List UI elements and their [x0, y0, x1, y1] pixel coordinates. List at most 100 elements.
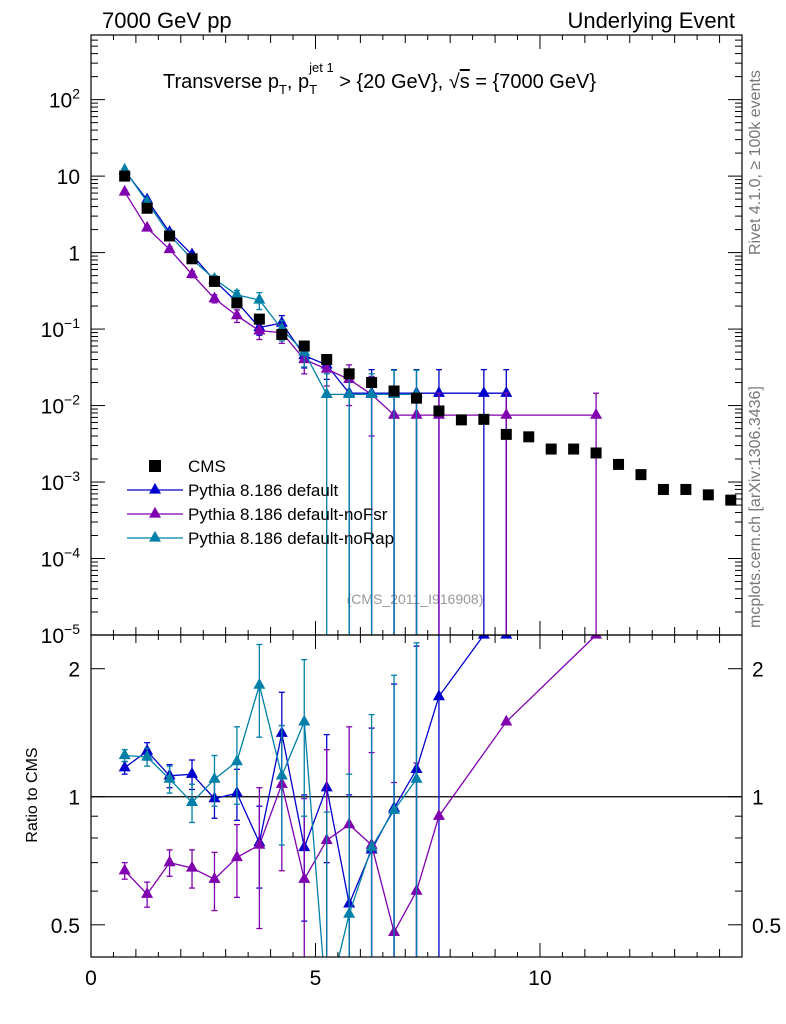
legend: CMS Pythia 8.186 default Pythia 8.186 defa… [127, 457, 394, 548]
legend-entry-4: Pythia 8.186 default-noRap [127, 529, 394, 548]
ratio-y-tick-label: 0.5 [51, 915, 80, 938]
ratio-point [163, 772, 176, 783]
data-point [590, 407, 603, 419]
axes-layer: 0 5 10 102 10 1 10−1 10−2 10−3 10−4 10−5 2 2 1 1 0.5 0.5 [41, 34, 781, 990]
chart-title: Transverse pT, pTjet 1 > {20 GeV}, √s = … [163, 60, 596, 97]
legend-label: Pythia 8.186 default-noRap [188, 529, 394, 548]
ratio-point [208, 772, 221, 783]
ratio-point [500, 635, 513, 639]
y-tick-label: 10−5 [41, 621, 81, 648]
ratio-point [410, 772, 423, 783]
legend-marker [149, 506, 161, 518]
data-point [321, 354, 333, 366]
x-tick-label: 5 [310, 967, 322, 990]
ratio-series-3 [118, 642, 423, 957]
data-point [365, 387, 378, 399]
data-point [186, 253, 198, 265]
data-point [276, 328, 288, 340]
ratio-point [141, 887, 154, 898]
ratio-point [590, 635, 603, 639]
legend-entry-3: Pythia 8.186 default-noFsr [127, 505, 388, 524]
ratio-point [118, 748, 131, 760]
data-point [455, 414, 467, 426]
ratio-point [253, 677, 266, 689]
sqrt-symbol: √ [449, 71, 460, 93]
ratio-point [432, 809, 445, 820]
ratio-point [365, 840, 378, 852]
data-point [141, 220, 154, 232]
data-point [208, 291, 221, 303]
y-tick-label: 102 [49, 86, 80, 113]
legend-label: Pythia 8.186 default-noFsr [188, 505, 388, 524]
ratio-point [141, 749, 154, 761]
header-right: Underlying Event [567, 8, 735, 33]
legend-entry-1: CMS [149, 457, 226, 476]
data-point [298, 340, 310, 352]
ratio-point [275, 768, 288, 780]
data-point [635, 469, 647, 481]
data-point [343, 387, 356, 399]
ratio-y-tick-label-right: 0.5 [752, 915, 781, 938]
legend-label: CMS [188, 457, 226, 476]
data-point [500, 407, 513, 419]
data-point [478, 413, 490, 425]
data-point [500, 428, 512, 440]
ratio-y-tick-label: 1 [68, 787, 80, 810]
data-point [119, 170, 131, 182]
y-tick-label: 10−2 [41, 392, 81, 419]
legend-marker [149, 482, 161, 494]
y-tick-label: 10−3 [41, 468, 81, 495]
data-point [366, 377, 378, 389]
data-point [523, 431, 535, 443]
x-tick-label: 0 [85, 967, 97, 990]
series-line [124, 191, 597, 416]
data-point [590, 447, 602, 459]
ratio-y-tick-label-right: 2 [752, 659, 764, 682]
ratio-point [163, 855, 176, 867]
ratio-point [477, 635, 490, 639]
legend-label: Pythia 8.186 default [188, 481, 339, 500]
legend-marker [149, 530, 161, 542]
rivet-version-label: Rivet 4.1.0, ≥ 100k events [747, 70, 764, 255]
x-tick-label: 10 [528, 967, 551, 990]
data-point [253, 313, 265, 325]
ratio-point [343, 906, 356, 918]
data-point [613, 458, 625, 470]
data-point [568, 443, 580, 455]
data-point [477, 386, 490, 397]
ratio-point [432, 689, 445, 701]
mcplots-url-label: mcplots.cern.ch [arXiv:1306.3436] [747, 386, 764, 628]
ratio-point [186, 795, 199, 807]
ratio-axis-label: Ratio to CMS [24, 747, 41, 842]
legend-marker [149, 460, 161, 472]
data-point [231, 297, 243, 309]
data-point [411, 392, 422, 404]
data-point [545, 443, 557, 455]
data-point [433, 405, 445, 417]
data-point [230, 287, 243, 299]
data-point [186, 267, 199, 278]
ratio-point [118, 863, 131, 875]
y-tick-label: 1 [68, 243, 80, 266]
data-point [657, 483, 669, 495]
data-point [680, 483, 692, 495]
ratio-point [500, 714, 513, 726]
data-point [320, 387, 333, 399]
series-1 [118, 163, 513, 635]
data-point [702, 489, 714, 501]
data-point [432, 386, 445, 397]
series-line [124, 169, 417, 396]
data-point [388, 385, 400, 397]
ratio-plot-layer [91, 635, 742, 957]
y-tick-label: 10−1 [41, 315, 81, 342]
ratio-point [298, 714, 311, 726]
data-point [320, 361, 333, 373]
data-point [253, 292, 266, 304]
series-line [124, 170, 507, 394]
header-left: 7000 GeV pp [102, 8, 232, 33]
analysis-watermark: (CMS_2011_I916908) [347, 591, 484, 607]
data-point [343, 368, 355, 380]
data-point [163, 242, 176, 254]
ratio-y-tick-label: 2 [68, 659, 80, 682]
